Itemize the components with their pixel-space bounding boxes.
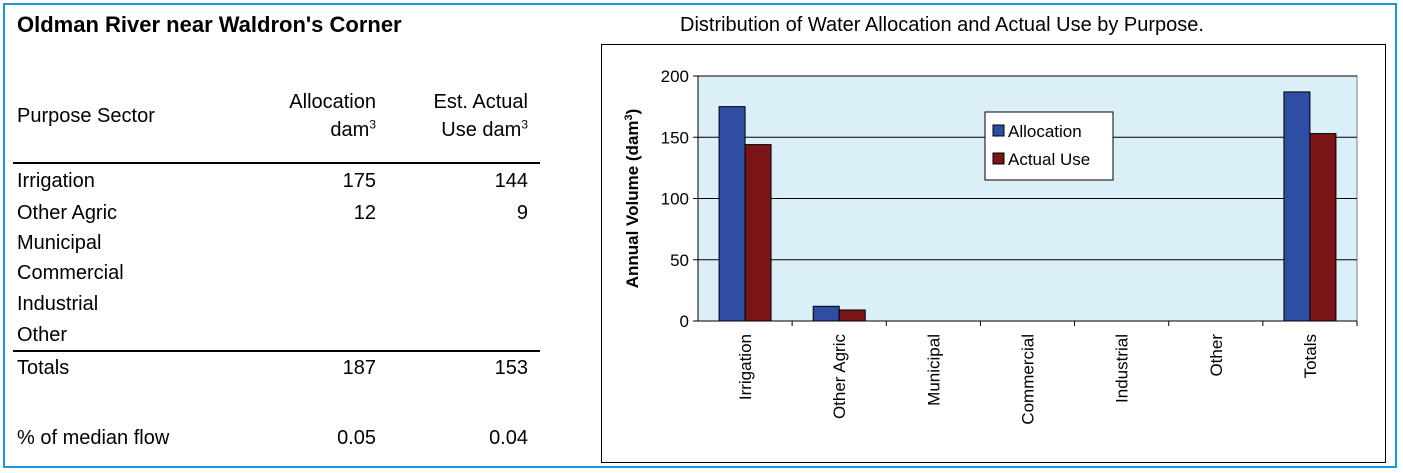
- legend-swatch: [992, 124, 1005, 137]
- row-allocation: 175: [342, 170, 376, 192]
- header-use-line2: Use dam3: [441, 117, 528, 141]
- y-axis-label: Annual Volume (dam3): [623, 109, 642, 289]
- station-title: Oldman River near Waldron's Corner: [17, 12, 402, 37]
- row-sector: Municipal: [17, 232, 102, 254]
- bar-chart: 0 50 100 150 200 Irrigation Other Agric Municip…: [623, 67, 1358, 425]
- header-sector: Purpose Sector: [17, 105, 155, 127]
- y-tick-label: 50: [670, 251, 689, 270]
- legend-label: Actual Use: [1008, 150, 1090, 169]
- chart-title: Distribution of Water Allocation and Act…: [680, 14, 1204, 36]
- totals-allocation: 187: [342, 357, 376, 379]
- row-use: 144: [494, 170, 528, 192]
- row-sector: Other: [17, 324, 68, 346]
- legend-swatch: [992, 152, 1005, 165]
- legend-box: [984, 111, 1114, 181]
- bar-actual-use: [744, 144, 772, 322]
- y-tick-label: 200: [661, 67, 689, 86]
- bar-allocation: [812, 305, 840, 322]
- header-use-line1: Est. Actual: [433, 91, 529, 113]
- x-tick-label: Irrigation: [736, 334, 755, 400]
- row-sector: Irrigation: [17, 170, 95, 192]
- chart-area: 0 50 100 150 200 Irrigation Other Agric Municip…: [601, 44, 1386, 463]
- bar-actual-use: [838, 309, 866, 322]
- y-tick-label: 100: [661, 190, 689, 209]
- row-sector: Other Agric: [17, 202, 118, 224]
- x-tick-label: Municipal: [924, 334, 943, 406]
- totals-use: 153: [494, 357, 528, 379]
- row-use: 9: [516, 202, 528, 224]
- header-allocation-line1: Allocation: [289, 91, 376, 113]
- legend-label: Allocation: [1008, 122, 1082, 141]
- row-allocation: 12: [353, 202, 376, 224]
- header-divider: [13, 162, 540, 164]
- x-tick-label: Commercial: [1019, 334, 1038, 425]
- totals-label: Totals: [17, 357, 70, 379]
- x-tick-label: Other Agric: [830, 334, 849, 420]
- bar-allocation: [718, 106, 746, 322]
- row-sector: Commercial: [17, 262, 124, 284]
- x-tick-label: Other: [1207, 334, 1226, 377]
- y-tick-label: 150: [661, 128, 689, 147]
- header-allocation: Allocation dam3: [250, 88, 376, 144]
- median-allocation: 0.05: [337, 427, 376, 449]
- header-actual-use: Est. Actual Use dam3: [390, 88, 529, 144]
- header-allocation-line2: dam3: [330, 117, 376, 141]
- bar-actual-use: [1309, 133, 1337, 322]
- x-tick-label: Totals: [1301, 334, 1320, 378]
- median-use: 0.04: [489, 427, 528, 449]
- median-label: % of median flow: [17, 427, 170, 449]
- panel-frame: [3, 3, 1397, 468]
- x-tick-label: Industrial: [1113, 334, 1132, 403]
- bar-allocation: [1283, 91, 1311, 322]
- totals-divider: [13, 350, 540, 352]
- row-sector: Industrial: [17, 293, 99, 315]
- y-tick-label: 0: [680, 312, 689, 331]
